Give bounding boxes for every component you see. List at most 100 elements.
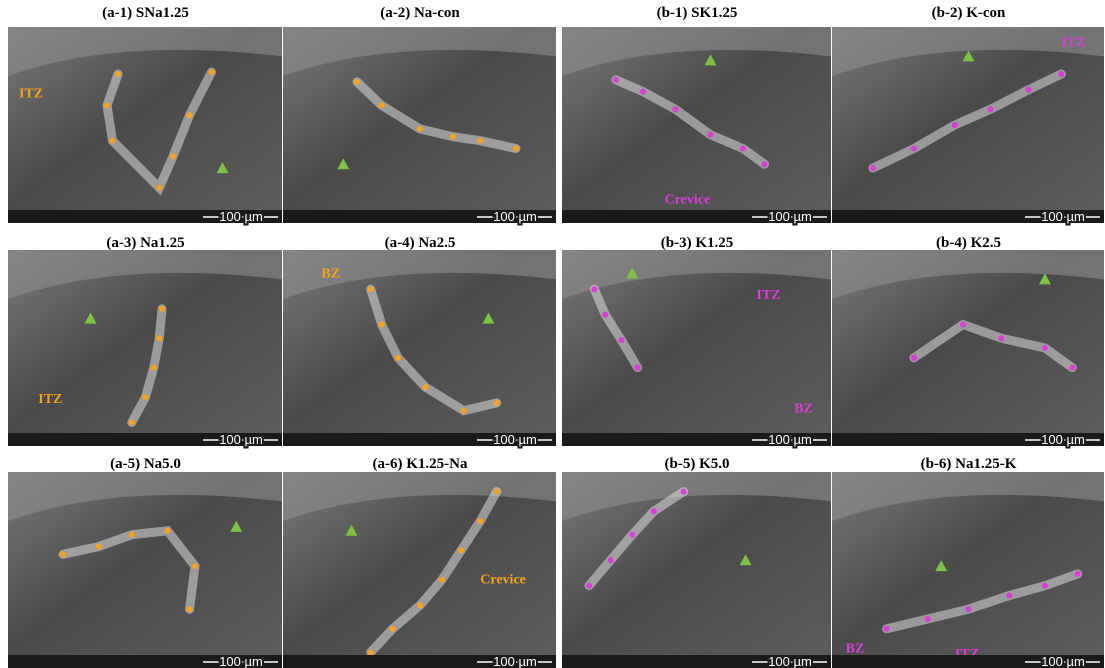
marker-dot [156,185,162,191]
panel-title: (a-3) Na1.25 [106,235,184,251]
marker-dot [96,543,102,549]
scale-label: 100 µm [1041,209,1085,224]
scale-label: 100 µm [493,654,537,668]
panel-title: (a-6) K1.25-Na [373,456,468,472]
panel: (b-2) K-con ITZ 100 µm [832,5,1104,224]
marker-dot [209,69,215,75]
scale-label: 100 µm [219,209,263,224]
marker-dot [762,161,768,167]
marker-dot [911,355,917,361]
panel: (a-3) Na1.25ITZ100 µm [8,235,282,447]
marker-dot [494,400,500,406]
marker-dot [151,365,157,371]
panel: (a-4) Na2.5 BZ 100 µm [283,235,556,447]
annotation: Crevice [665,192,711,207]
marker-dot [681,489,687,495]
scale-label: 100 µm [219,654,263,668]
marker-dot [379,321,385,327]
marker-dot [379,102,385,108]
marker-dot [422,384,428,390]
scale-label: 100 µm [1041,654,1085,668]
marker-dot [640,89,646,95]
marker-dot [170,153,176,159]
marker-dot [1058,71,1064,77]
marker-dot [960,321,966,327]
panel-title: (b-2) K-con [932,5,1006,21]
panel: (a-1) SNa1.25 ITZ 100 µm [8,5,282,224]
panel-title: (a-4) Na2.5 [385,235,456,251]
marker-dot [368,286,374,292]
panel-title: (a-5) Na5.0 [110,456,181,472]
annotation: BZ [321,266,340,281]
marker-dot [1042,345,1048,351]
panel-title: (b-6) Na1.25-K [921,456,1017,472]
panel-title: (a-2) Na-con [380,5,460,21]
marker-dot [143,394,149,400]
annotation: ITZ [1061,36,1085,51]
scale-label: 100 µm [768,654,812,668]
marker-dot [608,557,614,563]
marker-dot [635,365,641,371]
marker-dot [708,132,714,138]
marker-dot [115,71,121,77]
marker-dot [925,616,931,622]
scale-label: 100 µm [768,432,812,447]
marker-dot [591,286,597,292]
marker-dot [395,355,401,361]
marker-dot [952,122,958,128]
marker-dot [165,528,171,534]
marker-dot [629,532,635,538]
marker-dot [870,165,876,171]
marker-dot [1006,592,1012,598]
marker-dot [461,408,467,414]
marker-dot [129,419,135,425]
panel: (b-3) K1.25 ITZ BZ 100 µm [562,235,831,447]
marker-dot [60,551,66,557]
annotation: BZ [794,402,813,417]
panel: (b-4) K2.5 100 µm [832,235,1104,447]
marker-dot [390,626,396,632]
panel-title: (b-4) K2.5 [936,235,1001,251]
annotation: ITZ [756,288,780,303]
marker-dot [1042,583,1048,589]
scale-label: 100 µm [493,432,537,447]
panel: (a-2) Na-con 100 µm [283,5,556,224]
scale-label: 100 µm [219,432,263,447]
marker-dot [1026,87,1032,93]
figure: (a-1) SNa1.25 ITZ 100 µm (a-2) Na-con 100 µm… [0,0,1105,668]
annotation: ITZ [19,87,43,102]
marker-dot [129,532,135,538]
marker-dot [477,138,483,144]
marker-dot [439,577,445,583]
marker-dot [911,146,917,152]
annotation: BZ [846,641,865,656]
marker-dot [966,606,972,612]
marker-dot [1069,365,1075,371]
marker-dot [110,138,116,144]
marker-dot [368,649,374,655]
panel-title: (b-1) SK1.25 [657,5,738,21]
marker-dot [987,106,993,112]
panel-title: (b-3) K1.25 [661,235,734,251]
marker-dot [651,508,657,514]
marker-dot [450,134,456,140]
panel-title: (a-1) SNa1.25 [102,5,189,21]
marker-dot [417,602,423,608]
panel: (b-6) Na1.25-KBZITZ100 µm [832,456,1104,668]
marker-dot [613,77,619,83]
marker-dot [477,518,483,524]
marker-dot [672,106,678,112]
panel: (a-5) Na5.0 100 µm [8,456,282,668]
marker-dot [187,606,193,612]
marker-dot [458,547,464,553]
marker-dot [494,489,500,495]
marker-dot [740,146,746,152]
marker-dot [1075,571,1081,577]
scale-label: 100 µm [493,209,537,224]
marker-dot [104,102,110,108]
marker-dot [998,335,1004,341]
marker-dot [354,79,360,85]
scale-label: 100 µm [1041,432,1085,447]
marker-dot [159,306,165,312]
